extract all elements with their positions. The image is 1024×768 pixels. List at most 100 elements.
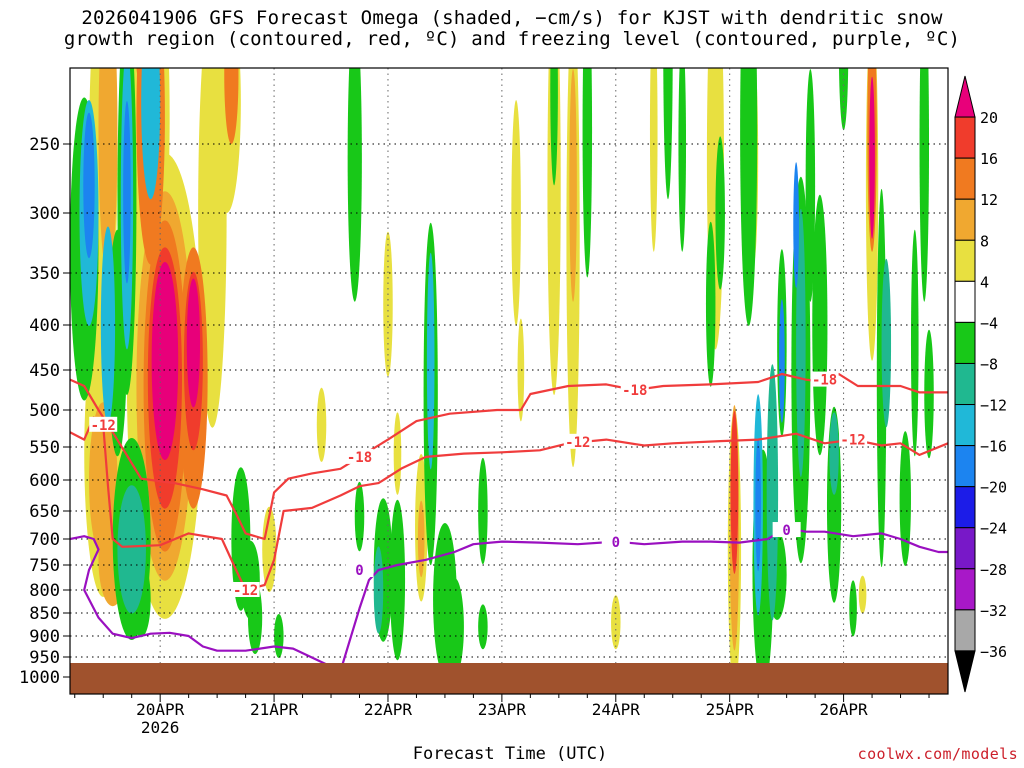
omega-cell [569,69,577,302]
omega-cell [582,68,593,278]
y-tick-label: 800 [29,581,60,601]
x-axis-title: Forecast Time (UTC) [412,744,608,764]
omega-cell [899,431,911,567]
omega-cell [444,577,464,676]
chart-title-line1: 2026041906 GFS Forecast Omega (shaded, −… [81,7,943,29]
omega-cell [274,614,284,658]
omega-cell [812,194,828,456]
omega-cell [705,221,716,387]
x-tick-sublabel: 2026 [141,718,180,737]
omega-cell [83,112,95,259]
y-tick-label: 650 [29,502,60,522]
colorbar-swatch [954,404,976,447]
colorbar-swatch [954,650,976,693]
contour-label-bg [345,448,374,464]
omega-shading-layer [70,68,934,691]
colorbar-swatch [954,198,976,241]
omega-cell [186,278,201,408]
x-tick-label: 21APR [250,700,299,719]
x-tick-label: 22APR [364,700,413,719]
colorbar-swatch [954,568,976,611]
colorbar-label: 12 [980,191,998,209]
contour-label: -12 [565,435,590,451]
omega-cell [611,595,621,650]
contour-label: 0 [355,563,363,579]
omega-cell [547,68,561,395]
colorbar-label: −28 [980,561,1007,579]
omega-cell [316,387,327,462]
contour-label: -18 [347,450,372,466]
colorbar-swatch [954,609,976,652]
omega-cell [478,604,488,650]
omega-cell [838,68,849,131]
omega-cell [924,329,934,459]
omega-cell [858,575,867,614]
omega-cell [389,499,406,661]
omega-cell [649,68,658,252]
chart-title-line2: growth region (contoured, red, ºC) and f… [63,28,961,50]
y-axis: 250 300 350 400 450 500 550 600 650 700 750 800 850 9… [19,135,70,688]
x-tick-label: 24APR [592,700,641,719]
contour-label: -12 [840,433,865,449]
contour-label: -12 [233,583,258,599]
x-tick-label: 26APR [820,700,869,719]
omega-cell [417,500,425,578]
contour-label-bg [601,534,630,550]
colorbar-label: −36 [980,643,1007,661]
y-tick-label: 700 [29,530,60,550]
contour-label-bg [810,371,839,387]
y-tick-label: 900 [29,627,60,647]
colorbar-swatch [954,239,976,282]
y-tick-label: 550 [29,438,60,458]
omega-cell [426,252,435,470]
colorbar-label: 16 [980,150,998,168]
plot-frame [69,67,949,695]
contour-label-bg [345,562,374,577]
colorbar-swatch [954,445,976,488]
y-tick-label: 250 [29,135,60,155]
omega-cell [793,162,799,288]
omega-cell [849,580,857,637]
omega-cell [224,68,239,144]
colorbar-swatch [954,527,976,570]
contour-label: 0 [612,535,620,551]
y-tick-label: 600 [29,471,60,491]
omega-cell [151,262,179,460]
x-tick-label: 20APR [136,700,185,719]
omega-cell [517,318,525,422]
omega-cell [100,226,116,424]
y-tick-label: 850 [29,604,60,624]
colorbar: 20 16 12 8 4 −4 −8 −12 −16 −20 −24 −28 −32 −36 [954,75,1007,693]
omega-cell [393,412,402,495]
y-tick-label: 1000 [19,668,60,688]
y-tick-label: 350 [29,264,60,284]
y-tick-label: 500 [29,401,60,421]
contour-label: -18 [622,383,647,399]
colorbar-swatch [954,280,976,323]
contour-layer: -18 -18 -18 -12 -12 -12 -12 0 0 0 [70,371,948,673]
omega-cell [730,410,739,574]
colorbar-label: −20 [980,479,1007,497]
colorbar-swatch [954,157,976,200]
y-tick-label: 450 [29,361,60,381]
omega-cell [805,69,816,302]
ground-mask [70,663,948,694]
colorbar-label: −32 [980,602,1007,620]
omega-cell [117,485,146,614]
omega-cell [919,68,930,302]
omega-cell [779,299,785,423]
credit-link[interactable]: coolwx.com/models [857,745,1018,763]
y-tick-label: 750 [29,556,60,576]
chart-title: 2026041906 GFS Forecast Omega (shaded, −… [0,8,1024,50]
omega-cell [740,68,758,326]
omega-cell [678,68,687,252]
colorbar-label: 4 [980,273,989,291]
contour-line [70,526,948,673]
contour-label-bg [620,382,649,397]
contour-label-bg [772,522,801,538]
omega-cell [354,481,365,552]
omega-cell [796,208,806,478]
omega-cell [550,68,558,186]
omega-cell [98,68,118,278]
